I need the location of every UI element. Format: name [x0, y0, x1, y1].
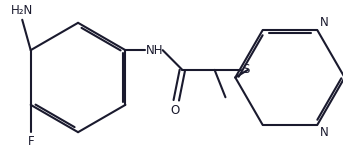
Text: H₂N: H₂N	[11, 4, 33, 17]
Text: F: F	[27, 135, 34, 148]
Text: O: O	[170, 104, 179, 117]
Text: S: S	[243, 63, 250, 76]
Text: N: N	[320, 16, 329, 29]
Text: NH: NH	[146, 44, 163, 57]
Text: N: N	[320, 126, 329, 139]
